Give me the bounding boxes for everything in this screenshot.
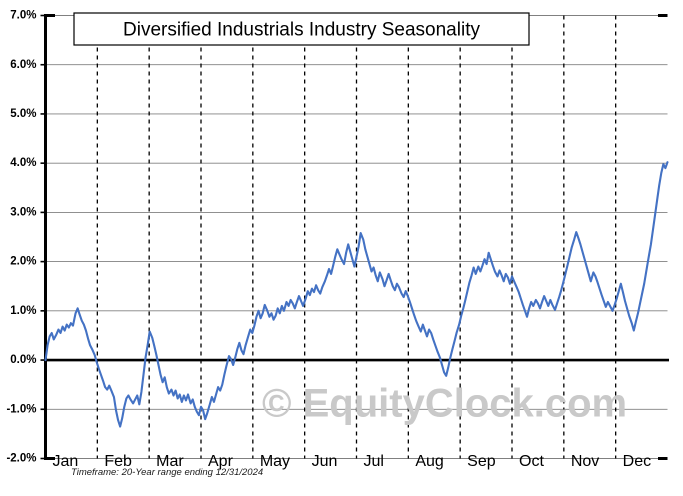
y-axis-ticks	[40, 14, 46, 460]
x-axis-labels: Jan Feb Mar Apr May Jun Jul Aug Sep Oct Nov Dec	[53, 453, 652, 470]
y-axis-tick-label: 3.0%	[10, 206, 36, 218]
y-axis-tick-label: -1.0%	[6, 403, 36, 415]
chart-title-label: Diversified Industrials Industry Seasona…	[123, 20, 480, 41]
x-axis-tick-label: May	[260, 453, 290, 470]
y-axis-tick-label: -2.0%	[6, 453, 36, 465]
chart-title: Diversified Industrials Industry Seasona…	[73, 12, 530, 46]
chart-title-box	[73, 12, 530, 46]
y-axis-tick-label: 1.0%	[10, 305, 36, 317]
x-axis-tick-label: Feb	[104, 453, 132, 470]
right-axis-caps	[658, 14, 668, 460]
y-axis-tick-label: 7.0%	[10, 10, 36, 22]
y-axis-tick-label: 2.0%	[10, 256, 36, 268]
vertical-gridlines	[96, 15, 617, 459]
watermark: © EquityClock.com	[262, 382, 627, 426]
y-axis-tick-label: 5.0%	[10, 108, 36, 120]
y-axis-tick-label: 0.0%	[10, 354, 36, 366]
x-axis-tick-label: Jun	[312, 453, 338, 470]
y-axis-tick-label: 4.0%	[10, 157, 36, 169]
x-axis-tick-label: Jan	[53, 453, 79, 470]
timeframe-footnote: Timeframe: 20-Year range ending 12/31/20…	[71, 467, 263, 478]
x-axis-tick-label: Jul	[364, 453, 384, 470]
x-axis-tick-label: Mar	[156, 453, 184, 470]
x-axis-tick-label: Nov	[571, 453, 599, 470]
x-axis-tick-label: Apr	[208, 453, 234, 470]
x-axis-tick-label: Aug	[415, 453, 443, 470]
y-axis-tick-label: 6.0%	[10, 59, 36, 71]
x-axis-tick-label: Oct	[519, 453, 544, 470]
seasonality-line	[44, 161, 669, 428]
y-axis-labels: 7.0% 6.0% 5.0% 4.0% 3.0% 2.0% 1.0% 0.0% -1.0% -2.…	[6, 10, 36, 465]
x-axis-tick-label: Sep	[467, 453, 496, 470]
y-axis-spine	[44, 14, 55, 460]
x-axis-tick-label: Dec	[623, 453, 651, 470]
